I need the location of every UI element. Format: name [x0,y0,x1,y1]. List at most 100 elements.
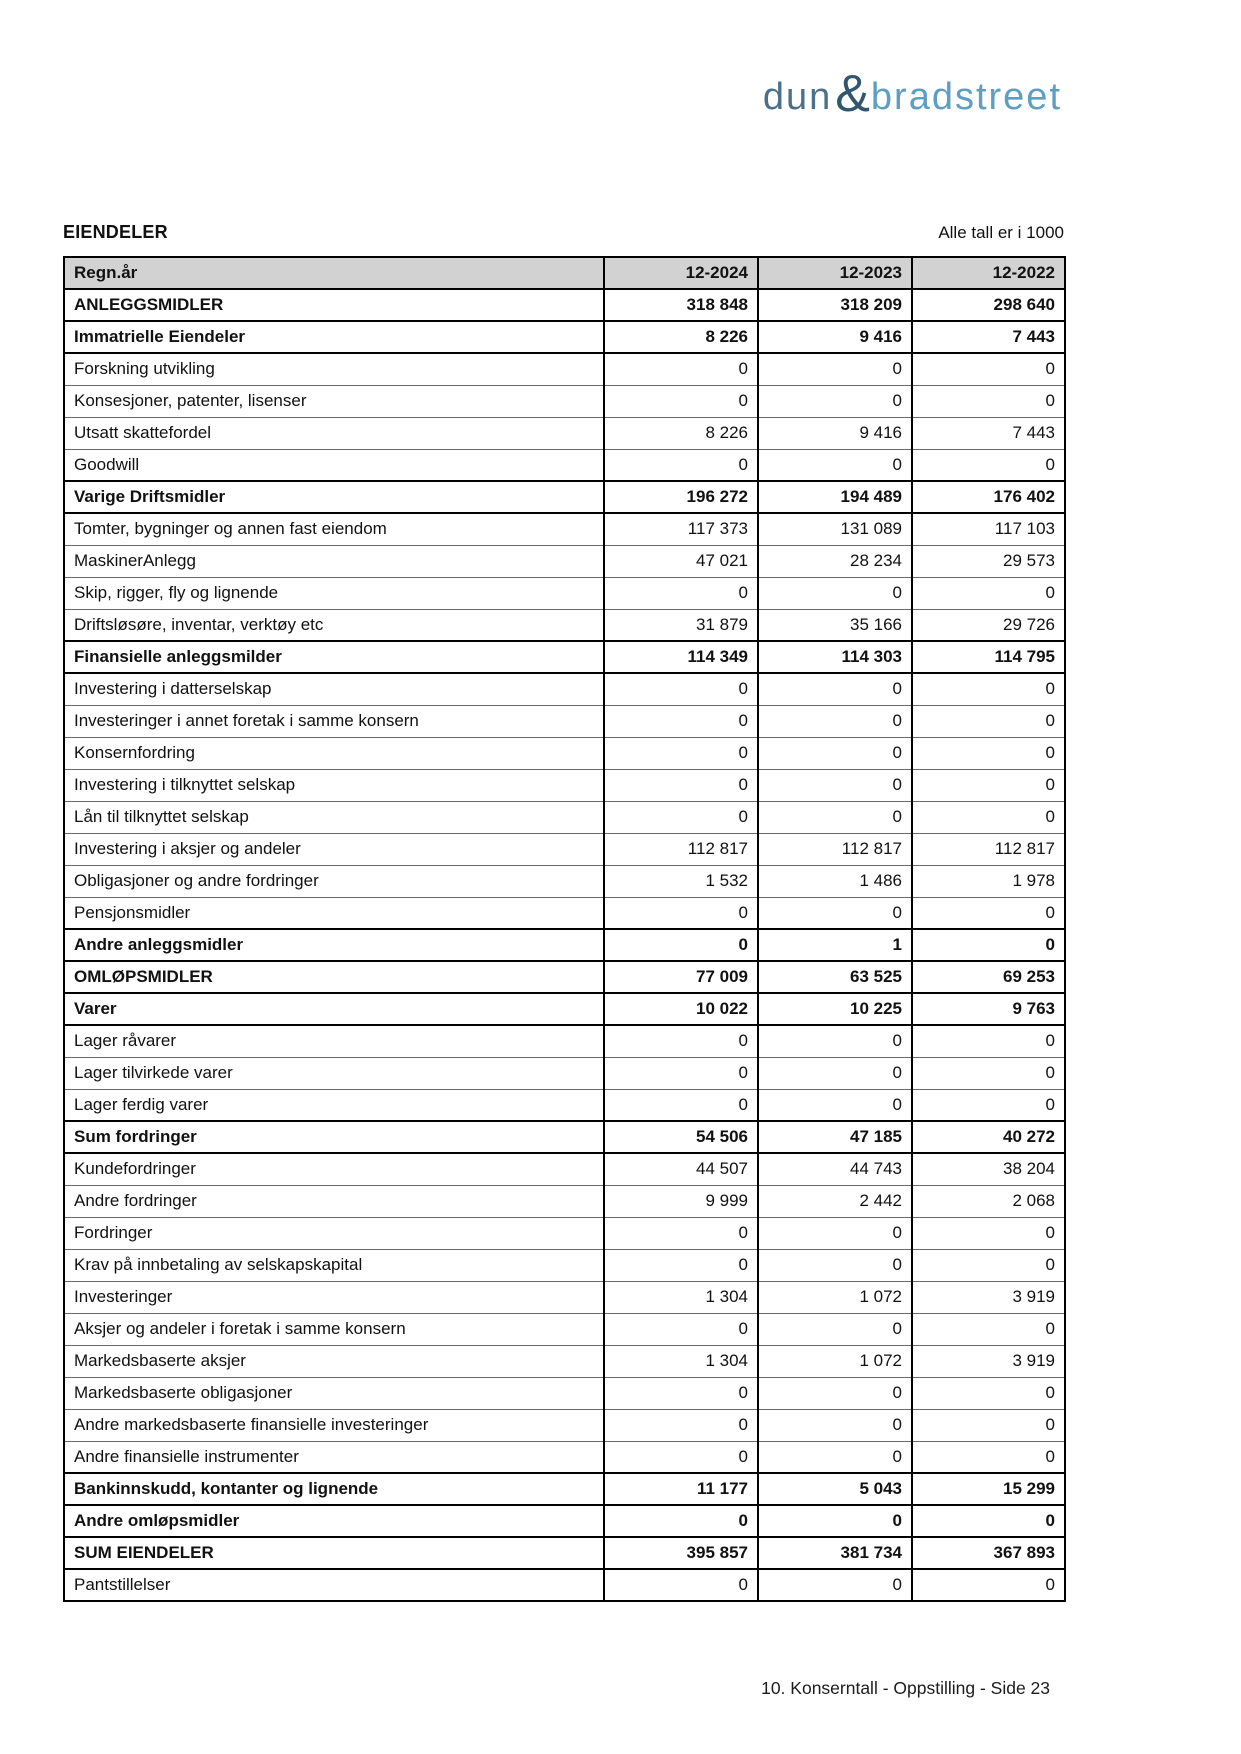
row-label: Pensjonsmidler [64,896,604,929]
table-row: Skip, rigger, fly og lignende 0 0 0 [64,576,1065,609]
row-value: 3 919 [911,1344,1065,1377]
row-value: 0 [603,1088,758,1121]
row-value: 0 [603,672,758,705]
row-value: 1 304 [603,1344,758,1377]
row-value: 0 [603,1408,758,1441]
dun-bradstreet-logo: dun & bradstreet [762,65,1062,123]
row-value: 0 [757,1376,912,1409]
row-value: 0 [603,1568,758,1601]
table-row: Fordringer 0 0 0 [64,1216,1065,1249]
logo-ampersand-icon: & [835,65,870,123]
row-value: 29 726 [911,608,1065,641]
row-label: Varige Driftsmidler [64,480,604,514]
logo-text-dun: dun [762,76,833,118]
row-value: 40 272 [911,1120,1065,1154]
row-value: 1 978 [911,864,1065,897]
table-row: Andre omløpsmidler 0 0 0 [64,1504,1065,1538]
row-label: Investering i aksjer og andeler [64,832,604,865]
row-label: Goodwill [64,448,604,481]
row-value: 0 [603,1216,758,1249]
row-value: 0 [757,448,912,481]
row-label: Investeringer i annet foretak i samme ko… [64,704,604,737]
row-value: 0 [757,1024,912,1057]
table-row: Lager ferdig varer 0 0 0 [64,1088,1065,1121]
row-value: 1 [757,928,912,962]
row-value: 0 [911,1376,1065,1409]
row-value: 112 817 [911,832,1065,865]
row-value: 47 021 [603,544,758,577]
table-row: Bankinnskudd, kontanter og lignende 11 17… [64,1472,1065,1506]
row-label: Tomter, bygninger og annen fast eiendom [64,512,604,545]
table-row: Krav på innbetaling av selskapskapital 0 0… [64,1248,1065,1281]
row-value: 318 848 [603,288,758,322]
row-label: Andre fordringer [64,1184,604,1217]
row-label: Forskning utvikling [64,352,604,385]
row-value: 2 068 [911,1184,1065,1217]
row-label: SUM EIENDELER [64,1536,604,1570]
row-value: 0 [603,768,758,801]
column-header-12-2023: 12-2023 [757,257,912,290]
row-value: 196 272 [603,480,758,514]
row-label: Andre omløpsmidler [64,1504,604,1538]
logo-text-bradstreet: bradstreet [870,76,1062,118]
table-row: Finansielle anleggsmilder 114 349 114 303 1… [64,640,1065,674]
table-row: Pantstillelser 0 0 0 [64,1568,1065,1601]
table-row: Tomter, bygninger og annen fast eiendom 1… [64,512,1065,545]
row-value: 0 [911,1056,1065,1089]
row-label: Andre markedsbaserte finansielle investe… [64,1408,604,1441]
page-title: EIENDELER [63,222,168,242]
row-value: 1 072 [757,1280,912,1313]
table-row: Markedsbaserte obligasjoner 0 0 0 [64,1376,1065,1409]
table-title-line: EIENDELER Alle tall er i 1000 [63,222,1064,243]
row-value: 9 416 [757,320,912,354]
row-label: Pantstillelser [64,1568,604,1601]
row-label: Lager ferdig varer [64,1088,604,1121]
row-value: 367 893 [911,1536,1065,1570]
row-value: 0 [911,800,1065,833]
row-value: 0 [911,1504,1065,1538]
row-value: 0 [911,1440,1065,1473]
row-value: 298 640 [911,288,1065,322]
row-value: 0 [603,448,758,481]
table-row: Investeringer i annet foretak i samme ko… [64,704,1065,737]
row-label: Utsatt skattefordel [64,416,604,449]
row-value: 0 [757,1568,912,1601]
row-label: Lån til tilknyttet selskap [64,800,604,833]
row-value: 0 [757,576,912,609]
table-row: Investering i aksjer og andeler 112 817 11… [64,832,1065,865]
table-row: Goodwill 0 0 0 [64,448,1065,481]
row-value: 117 373 [603,512,758,545]
table-row: Investering i datterselskap 0 0 0 [64,672,1065,705]
row-value: 0 [603,384,758,417]
row-value: 0 [603,1024,758,1057]
table-row: Lager tilvirkede varer 0 0 0 [64,1056,1065,1089]
row-label: Konsesjoner, patenter, lisenser [64,384,604,417]
row-value: 0 [911,1248,1065,1281]
row-label: Andre finansielle instrumenter [64,1440,604,1473]
row-value: 0 [603,1440,758,1473]
row-label: Aksjer og andeler i foretak i samme kons… [64,1312,604,1345]
row-value: 10 022 [603,992,758,1026]
row-value: 0 [603,1056,758,1089]
row-value: 117 103 [911,512,1065,545]
table-row: Konsernfordring 0 0 0 [64,736,1065,769]
row-label: Andre anleggsmidler [64,928,604,962]
row-value: 5 043 [757,1472,912,1506]
row-value: 0 [603,1248,758,1281]
row-value: 77 009 [603,960,758,994]
row-value: 0 [911,896,1065,929]
row-label: Kundefordringer [64,1152,604,1185]
row-label: Lager tilvirkede varer [64,1056,604,1089]
row-value: 38 204 [911,1152,1065,1185]
row-value: 0 [911,448,1065,481]
row-label: Investering i datterselskap [64,672,604,705]
row-label: OMLØPSMIDLER [64,960,604,994]
row-value: 1 304 [603,1280,758,1313]
row-value: 3 919 [911,1280,1065,1313]
row-value: 194 489 [757,480,912,514]
row-value: 0 [757,352,912,385]
row-value: 176 402 [911,480,1065,514]
table-row: Investeringer 1 304 1 072 3 919 [64,1280,1065,1313]
row-value: 0 [757,384,912,417]
table-row: Driftsløsøre, inventar, verktøy etc 31 87… [64,608,1065,641]
